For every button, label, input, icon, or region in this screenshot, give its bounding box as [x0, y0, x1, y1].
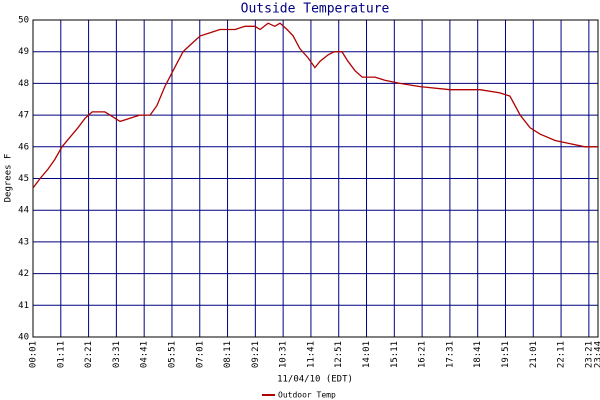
y-tick-label: 47 [18, 111, 29, 121]
data-line [32, 22, 598, 189]
x-tick-label: 11:41 [306, 341, 316, 368]
x-axis-label: 11/04/10 (EDT) [277, 375, 353, 385]
legend-label: Outdoor Temp [278, 391, 336, 400]
x-tick-label: 10:31 [279, 341, 289, 368]
y-tick-label: 44 [18, 206, 29, 216]
x-tick-label: 22:11 [557, 341, 567, 368]
x-tick-label: 23:21 [584, 341, 594, 368]
x-tick-label: 16:21 [418, 341, 428, 368]
y-tick-label: 43 [18, 237, 29, 247]
y-tick-label: 50 [18, 16, 29, 26]
x-tick-label: 02:21 [84, 341, 94, 368]
y-tick-label: 42 [18, 269, 29, 279]
y-tick-label: 40 [18, 333, 29, 343]
x-tick-label: 08:11 [223, 341, 233, 368]
y-tick-label: 49 [18, 47, 29, 57]
x-tick-label: 21:01 [529, 341, 539, 368]
y-tick-label: 46 [18, 142, 29, 152]
y-axis-label: Degrees F [4, 154, 14, 203]
x-tick-label: 14:01 [362, 341, 372, 368]
x-tick-label: 09:21 [251, 341, 261, 368]
x-tick-label: 01:11 [56, 341, 66, 368]
chart-title: Outside Temperature [241, 2, 390, 17]
x-tick-label: 07:01 [195, 341, 205, 368]
x-tick-label: 00:01 [29, 341, 39, 368]
x-tick-label: 23:44 [594, 341, 600, 368]
plot-border [32, 19, 599, 338]
x-tick-label: 19:51 [501, 341, 511, 368]
y-tick-label: 41 [18, 301, 29, 311]
x-tick-label: 12:51 [334, 341, 344, 368]
x-tick-label: 17:31 [445, 341, 455, 368]
x-tick-label: 18:41 [473, 341, 483, 368]
x-tick-label: 03:31 [112, 341, 122, 368]
y-tick-label: 45 [18, 174, 29, 184]
x-tick-label: 15:11 [390, 341, 400, 368]
x-tick-label: 04:41 [140, 341, 150, 368]
x-tick-label: 05:51 [167, 341, 177, 368]
y-tick-label: 48 [18, 79, 29, 89]
